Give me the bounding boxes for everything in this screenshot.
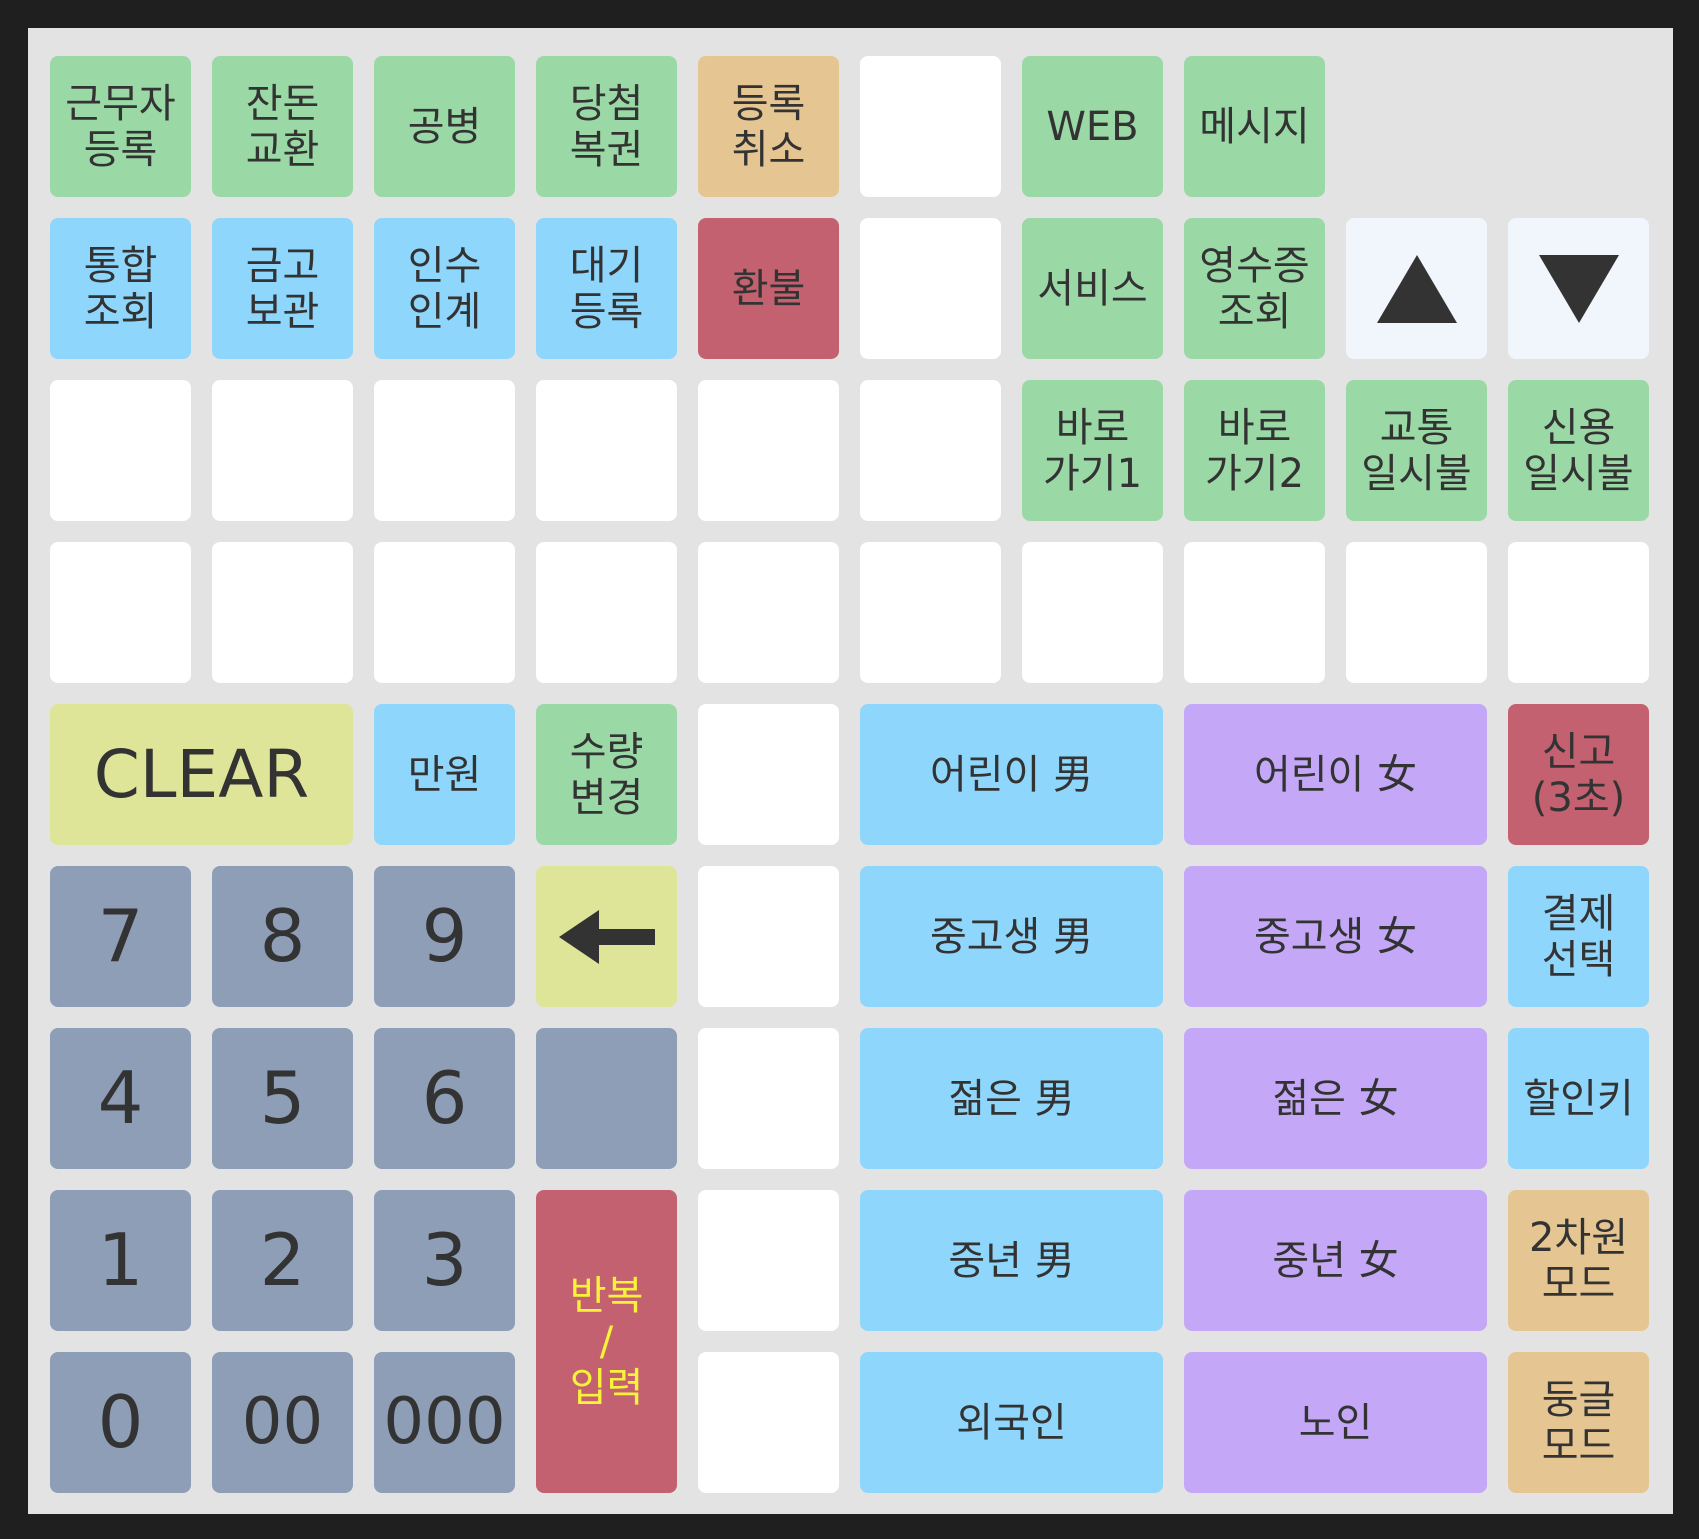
blank-key[interactable]: [860, 56, 1001, 197]
child-female-button[interactable]: 어린이 女: [1184, 704, 1487, 845]
blank-key[interactable]: [1184, 542, 1325, 683]
winning-lottery-button[interactable]: 당첨 복권: [536, 56, 677, 197]
report-button[interactable]: 신고 (3초): [1508, 704, 1649, 845]
credit-deferred-button[interactable]: 신용 일시불: [1508, 380, 1649, 521]
numpad-key-9[interactable]: 9: [374, 866, 515, 1007]
middle-age-male-button[interactable]: 중년 男: [860, 1190, 1163, 1331]
blank-key[interactable]: [536, 380, 677, 521]
blank-key[interactable]: [698, 1352, 839, 1493]
shortcut1-button[interactable]: 바로 가기1: [1022, 380, 1163, 521]
blank-key[interactable]: [698, 1190, 839, 1331]
key-grid: 근무자 등록 잔돈 교환 공병 당첨 복권 등록 취소 WEB 메시지 통합 조…: [50, 56, 1649, 1493]
blank-key[interactable]: [860, 380, 1001, 521]
numpad-key-0[interactable]: 0: [50, 1352, 191, 1493]
safe-storage-button[interactable]: 금고 보관: [212, 218, 353, 359]
numpad-key-4[interactable]: 4: [50, 1028, 191, 1169]
numpad-key-1[interactable]: 1: [50, 1190, 191, 1331]
numpad-key-000[interactable]: 000: [374, 1352, 515, 1493]
empty-bottle-button[interactable]: 공병: [374, 56, 515, 197]
blank-key[interactable]: [698, 704, 839, 845]
blank-key[interactable]: [860, 218, 1001, 359]
blank-key[interactable]: [860, 542, 1001, 683]
numpad-key-5[interactable]: 5: [212, 1028, 353, 1169]
register-cancel-button[interactable]: 등록 취소: [698, 56, 839, 197]
blank-key[interactable]: [212, 542, 353, 683]
young-male-button[interactable]: 젊은 男: [860, 1028, 1163, 1169]
middle-age-female-button[interactable]: 중년 女: [1184, 1190, 1487, 1331]
refund-button[interactable]: 환불: [698, 218, 839, 359]
blank-key[interactable]: [50, 380, 191, 521]
young-female-button[interactable]: 젊은 女: [1184, 1028, 1487, 1169]
discount-key-button[interactable]: 할인키: [1508, 1028, 1649, 1169]
foreigner-button[interactable]: 외국인: [860, 1352, 1163, 1493]
blank-key[interactable]: [1346, 542, 1487, 683]
service-button[interactable]: 서비스: [1022, 218, 1163, 359]
numpad-key-6[interactable]: 6: [374, 1028, 515, 1169]
blank-key[interactable]: [50, 542, 191, 683]
ten-thousand-won-button[interactable]: 만원: [374, 704, 515, 845]
teen-male-button[interactable]: 중고생 男: [860, 866, 1163, 1007]
blank-key[interactable]: [1022, 542, 1163, 683]
blank-key[interactable]: [212, 380, 353, 521]
integrated-lookup-button[interactable]: 통합 조회: [50, 218, 191, 359]
triangle-down-icon: [1538, 254, 1619, 323]
teen-female-button[interactable]: 중고생 女: [1184, 866, 1487, 1007]
scroll-down-button[interactable]: [1508, 218, 1649, 359]
pos-keypad-panel: 근무자 등록 잔돈 교환 공병 당첨 복권 등록 취소 WEB 메시지 통합 조…: [28, 28, 1673, 1514]
blank-key[interactable]: [698, 1028, 839, 1169]
numpad-key-8[interactable]: 8: [212, 866, 353, 1007]
numpad-key-7[interactable]: 7: [50, 866, 191, 1007]
scroll-up-button[interactable]: [1346, 218, 1487, 359]
web-button[interactable]: WEB: [1022, 56, 1163, 197]
change-exchange-button[interactable]: 잔돈 교환: [212, 56, 353, 197]
quantity-change-button[interactable]: 수량 변경: [536, 704, 677, 845]
shortcut2-button[interactable]: 바로 가기2: [1184, 380, 1325, 521]
senior-button[interactable]: 노인: [1184, 1352, 1487, 1493]
barcode-2d-mode-button[interactable]: 2차원 모드: [1508, 1190, 1649, 1331]
blank-numpad-key[interactable]: [536, 1028, 677, 1169]
blank-key[interactable]: [698, 866, 839, 1007]
child-male-button[interactable]: 어린이 男: [860, 704, 1163, 845]
worker-register-button[interactable]: 근무자 등록: [50, 56, 191, 197]
numpad-key-3[interactable]: 3: [374, 1190, 515, 1331]
backspace-button[interactable]: [536, 866, 677, 1007]
blank-key[interactable]: [1508, 542, 1649, 683]
blank-key[interactable]: [374, 542, 515, 683]
clear-button[interactable]: CLEAR: [50, 704, 353, 845]
blank-key[interactable]: [698, 380, 839, 521]
blank-key[interactable]: [536, 542, 677, 683]
payment-select-button[interactable]: 결제 선택: [1508, 866, 1649, 1007]
numpad-key-00[interactable]: 00: [212, 1352, 353, 1493]
transit-deferred-button[interactable]: 교통 일시불: [1346, 380, 1487, 521]
message-button[interactable]: 메시지: [1184, 56, 1325, 197]
blank-key[interactable]: [698, 542, 839, 683]
triangle-up-icon: [1376, 254, 1457, 323]
blank-key[interactable]: [374, 380, 515, 521]
rounding-mode-button[interactable]: 둥글 모드: [1508, 1352, 1649, 1493]
numpad-key-2[interactable]: 2: [212, 1190, 353, 1331]
arrow-left-icon: [558, 909, 655, 964]
repeat-enter-button[interactable]: 반복 / 입력: [536, 1190, 677, 1493]
handover-button[interactable]: 인수 인계: [374, 218, 515, 359]
receipt-lookup-button[interactable]: 영수증 조회: [1184, 218, 1325, 359]
standby-register-button[interactable]: 대기 등록: [536, 218, 677, 359]
